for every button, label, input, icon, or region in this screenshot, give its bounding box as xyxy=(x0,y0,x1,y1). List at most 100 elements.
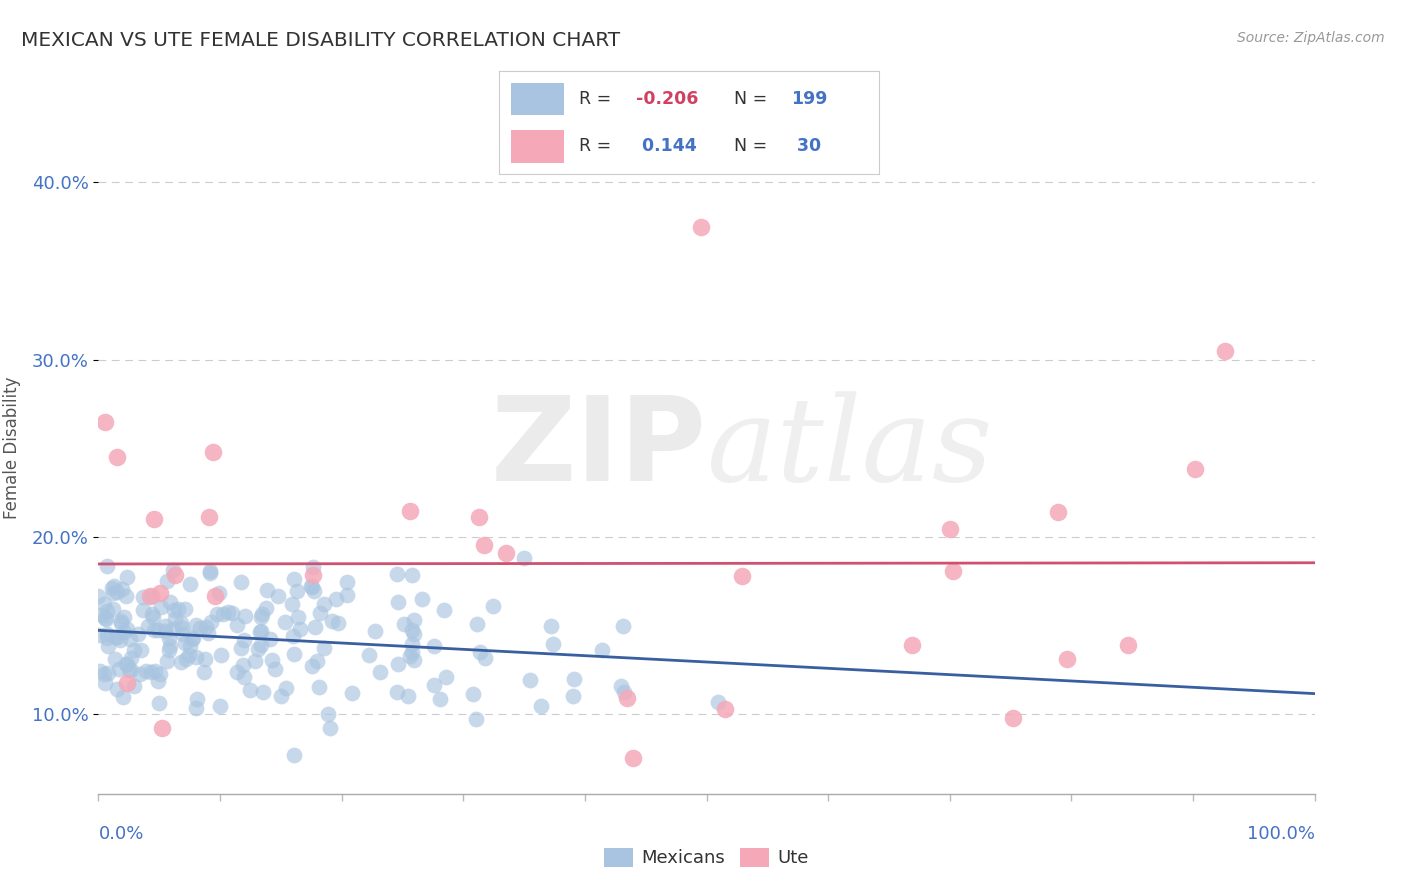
Point xyxy=(120,632,142,647)
Point xyxy=(385,566,408,581)
Point xyxy=(562,672,585,686)
Point xyxy=(94,612,117,626)
Point xyxy=(316,706,339,721)
Point xyxy=(591,643,613,657)
Point xyxy=(105,584,128,599)
Point xyxy=(616,690,638,705)
Y-axis label: Female Disability: Female Disability xyxy=(3,377,21,519)
Point xyxy=(87,590,110,604)
Point xyxy=(250,638,273,652)
Point xyxy=(195,620,218,634)
Point xyxy=(156,654,179,668)
Point xyxy=(299,579,322,593)
Point xyxy=(149,586,172,600)
Point xyxy=(274,615,297,629)
Point xyxy=(229,575,252,590)
Point xyxy=(250,607,273,622)
Point xyxy=(143,512,166,526)
Point xyxy=(249,624,271,639)
Point xyxy=(89,665,111,679)
Point xyxy=(1046,505,1069,519)
Point xyxy=(155,624,177,638)
Text: N =: N = xyxy=(734,137,768,155)
Point xyxy=(146,623,169,637)
Point xyxy=(108,662,131,676)
Point xyxy=(184,701,207,715)
Point xyxy=(162,622,184,636)
Point xyxy=(274,681,297,695)
Point xyxy=(105,450,128,464)
Point xyxy=(283,572,305,586)
Point xyxy=(401,637,423,651)
Point xyxy=(166,602,188,616)
Point xyxy=(252,684,274,698)
Legend: Mexicans, Ute: Mexicans, Ute xyxy=(596,841,817,875)
Point xyxy=(325,592,347,607)
Point xyxy=(94,675,117,690)
Point xyxy=(270,690,292,704)
Text: 100.0%: 100.0% xyxy=(1247,825,1315,843)
Point xyxy=(93,666,115,681)
Point xyxy=(89,628,111,642)
Point xyxy=(612,619,634,633)
Point xyxy=(321,614,343,628)
Point xyxy=(198,566,221,581)
Point xyxy=(194,652,217,666)
Point xyxy=(250,624,273,638)
Text: 0.144: 0.144 xyxy=(636,137,696,155)
FancyBboxPatch shape xyxy=(510,83,564,115)
Point xyxy=(474,650,496,665)
Point xyxy=(205,607,228,622)
Point xyxy=(115,675,138,690)
Text: N =: N = xyxy=(734,90,768,108)
Point xyxy=(128,667,150,681)
Point xyxy=(613,685,636,699)
Point xyxy=(530,698,553,713)
Point xyxy=(197,625,219,640)
Point xyxy=(401,568,423,582)
Point xyxy=(465,712,488,726)
Point xyxy=(159,595,181,609)
Point xyxy=(402,627,425,641)
Point xyxy=(217,605,239,619)
Point xyxy=(201,444,224,458)
Point xyxy=(308,680,330,694)
Point xyxy=(301,580,323,594)
Point xyxy=(172,627,194,641)
Point xyxy=(211,607,233,621)
Point xyxy=(513,551,536,566)
Point xyxy=(132,602,155,616)
Point xyxy=(707,695,730,709)
Point xyxy=(541,637,564,651)
Point xyxy=(179,577,201,591)
Point xyxy=(103,602,125,616)
Point xyxy=(157,643,180,657)
Point xyxy=(150,721,173,735)
Point xyxy=(97,665,120,680)
Point xyxy=(129,642,152,657)
Point xyxy=(901,638,924,652)
Point xyxy=(1002,711,1025,725)
Point xyxy=(387,657,409,671)
Point xyxy=(141,589,163,603)
Point xyxy=(111,690,134,705)
Point xyxy=(139,665,162,680)
Point xyxy=(111,582,134,596)
Point xyxy=(93,597,115,611)
Point xyxy=(173,601,195,615)
Point xyxy=(110,614,132,628)
Point xyxy=(162,563,184,577)
Text: 0.0%: 0.0% xyxy=(98,825,143,843)
Text: 30: 30 xyxy=(792,137,821,155)
Point xyxy=(1116,639,1139,653)
Point xyxy=(254,600,277,615)
Point xyxy=(96,604,118,618)
Point xyxy=(197,510,219,524)
Point xyxy=(260,652,283,666)
Point xyxy=(96,631,118,645)
Point xyxy=(433,603,456,617)
Point xyxy=(181,632,204,646)
Point xyxy=(150,599,173,614)
Point xyxy=(139,589,162,603)
Text: 199: 199 xyxy=(792,90,828,108)
